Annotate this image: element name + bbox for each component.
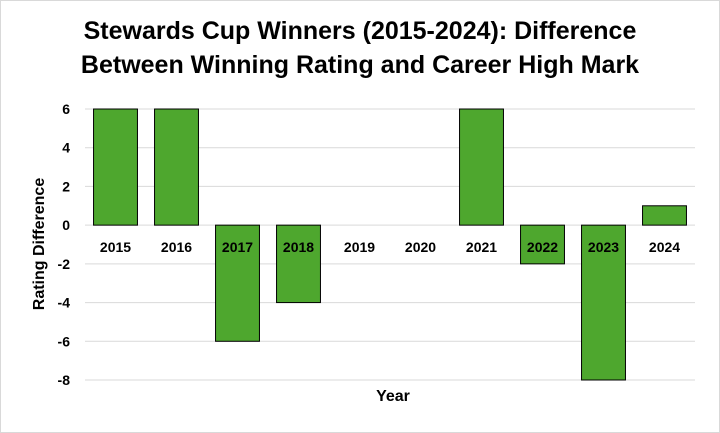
bar-2023 xyxy=(581,224,626,381)
x-tick-label-2023: 2023 xyxy=(588,239,619,255)
bar-2016 xyxy=(154,108,199,226)
y-tick-label: 2 xyxy=(62,178,70,194)
x-category-labels: 2015 2016 2017 2018 2019 2020 2021 2022 2023 2024 xyxy=(100,239,680,255)
bar-2017 xyxy=(215,224,260,342)
chart-title-line-1: Stewards Cup Winners (2015-2024): Differ… xyxy=(83,17,637,45)
y-axis-label: Rating Difference xyxy=(31,178,48,311)
y-tick-label: 0 xyxy=(62,217,70,233)
chart-title: Stewards Cup Winners (2015-2024): Differ… xyxy=(0,14,720,82)
y-tick-label: -4 xyxy=(58,295,71,311)
bar-2021 xyxy=(459,108,504,226)
y-tick-label: -8 xyxy=(58,372,71,388)
x-tick-label-2015: 2015 xyxy=(100,239,131,255)
bar-2018 xyxy=(276,224,321,304)
x-tick-label-2020: 2020 xyxy=(405,239,436,255)
y-tick-label: 6 xyxy=(62,101,70,117)
x-tick-label-2016: 2016 xyxy=(161,239,192,255)
x-tick-label-2017: 2017 xyxy=(222,239,253,255)
x-tick-label-2024: 2024 xyxy=(649,239,680,255)
y-tick-label: -6 xyxy=(58,333,71,349)
y-tick-label: -2 xyxy=(58,256,71,272)
x-tick-label-2019: 2019 xyxy=(344,239,375,255)
x-axis-label: Year xyxy=(376,388,410,405)
bar-2022 xyxy=(520,224,565,265)
y-tick-labels: 6 4 2 0 -2 -4 -6 -8 xyxy=(58,101,71,388)
bar-2024 xyxy=(642,205,687,226)
bars xyxy=(93,108,687,381)
chart-title-line-2: Between Winning Rating and Career High M… xyxy=(80,51,640,79)
x-tick-label-2021: 2021 xyxy=(466,239,497,255)
bar-2015 xyxy=(93,108,138,226)
y-tick-label: 4 xyxy=(62,140,70,156)
x-tick-label-2018: 2018 xyxy=(283,239,314,255)
x-tick-label-2022: 2022 xyxy=(527,239,558,255)
